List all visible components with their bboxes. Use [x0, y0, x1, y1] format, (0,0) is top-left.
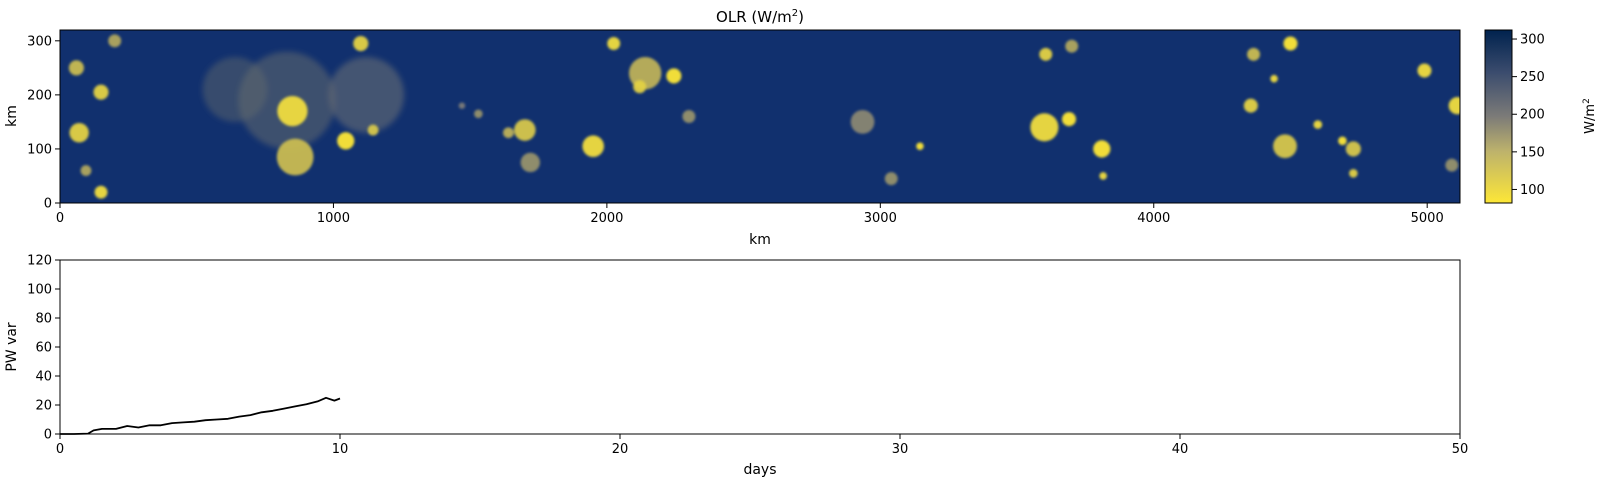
heatmap-title: OLR (W/m2) — [716, 8, 804, 26]
x-tick-label: 1000 — [317, 211, 350, 226]
x-tick-label: 50 — [1452, 442, 1469, 457]
heatmap-y-label: km — [4, 105, 20, 127]
heatmap-frame — [59, 29, 1461, 204]
x-tick-label: 30 — [892, 442, 909, 457]
convective-cell — [916, 142, 924, 151]
convective-cell — [1270, 74, 1278, 83]
line-x-label: days — [743, 462, 776, 478]
convective-cell — [1093, 140, 1111, 158]
x-tick-label: 40 — [1172, 442, 1189, 457]
y-tick-label: 20 — [35, 399, 52, 414]
x-tick-label: 0 — [56, 442, 64, 457]
y-tick-label: 200 — [27, 88, 52, 103]
y-tick-label: 120 — [27, 254, 52, 269]
convective-cell — [1283, 36, 1298, 51]
convective-cell — [503, 127, 514, 139]
convective-cell — [108, 34, 122, 48]
convective-cell — [1349, 168, 1358, 178]
line-series-group — [60, 396, 341, 435]
x-tick-label: 20 — [612, 442, 629, 457]
convective-cell — [1039, 47, 1053, 61]
convective-cell — [1445, 158, 1459, 172]
convective-cell — [277, 95, 308, 127]
convective-cell — [337, 132, 355, 150]
convective-cell — [1338, 136, 1347, 146]
convective-cell — [474, 109, 483, 119]
convective-cell — [1247, 47, 1261, 61]
line-y-axis: 0 20 40 60 80 100 120 — [27, 254, 60, 443]
y-tick-label: 100 — [27, 142, 52, 157]
colorbar-label: W/m2 — [1582, 98, 1598, 134]
convective-cell — [582, 135, 605, 158]
convective-cell — [682, 110, 696, 123]
colorbar-tick-label: 150 — [1520, 145, 1545, 160]
convective-cell — [1345, 141, 1361, 157]
colorbar-tick-label: 200 — [1520, 108, 1545, 123]
x-tick-label: 0 — [56, 211, 64, 226]
heatmap-x-axis: 0 1000 2000 3000 4000 5000 — [56, 203, 1444, 226]
colorbar: 100 150 200 250 300 W/m2 — [1484, 29, 1598, 204]
convective-cell — [68, 60, 84, 76]
convective-cell — [93, 84, 109, 100]
convective-cell — [1099, 172, 1107, 180]
convective-cell — [80, 165, 92, 176]
convective-cell — [328, 57, 405, 133]
olr-heatmap-panel: OLR (W/m2) 0 1000 2000 3000 4000 5000 0 100 200… — [4, 8, 1461, 248]
convective-cell — [69, 122, 89, 143]
x-tick-label: 3000 — [864, 211, 897, 226]
line-plot-frame — [59, 259, 1461, 435]
x-tick-label: 2000 — [590, 211, 623, 226]
convective-cell — [1448, 97, 1460, 115]
heatmap-x-label: km — [749, 232, 771, 248]
colorbar-gradient — [1485, 30, 1512, 203]
convective-cell — [884, 172, 898, 186]
convective-cell — [276, 138, 314, 176]
colorbar-ticks: 100 150 200 250 300 — [1512, 33, 1545, 198]
convective-cell — [458, 102, 466, 109]
convective-cell — [850, 110, 875, 134]
convective-cell — [666, 68, 682, 84]
y-tick-label: 60 — [35, 341, 52, 356]
convective-cell — [1273, 134, 1297, 159]
colorbar-frame — [1484, 29, 1513, 204]
convective-cell — [1065, 39, 1079, 53]
y-tick-label: 300 — [27, 34, 52, 49]
heatmap-y-axis: 0 100 200 300 — [27, 34, 60, 212]
colorbar-tick-label: 100 — [1520, 183, 1545, 198]
y-tick-label: 80 — [35, 312, 52, 327]
convective-cell — [1061, 112, 1077, 127]
pw-var-line — [60, 396, 341, 435]
y-tick-label: 0 — [44, 428, 52, 443]
convective-cell — [514, 119, 536, 141]
line-y-label: PW var — [4, 322, 20, 372]
y-tick-label: 0 — [44, 197, 52, 212]
colorbar-tick-label: 300 — [1520, 33, 1545, 48]
colorbar-tick-label: 250 — [1520, 70, 1545, 85]
y-tick-label: 100 — [27, 283, 52, 298]
x-tick-label: 5000 — [1411, 211, 1444, 226]
pw-var-panel: 0 10 20 30 40 50 0 20 40 60 80 100 120 days PW var — [4, 254, 1468, 479]
convective-cell — [1313, 120, 1323, 129]
y-tick-label: 40 — [35, 370, 52, 385]
convective-cell — [1417, 63, 1432, 78]
convective-cell — [367, 124, 379, 136]
convective-cell — [633, 80, 647, 94]
convective-cell — [1030, 113, 1059, 142]
convective-cell — [353, 35, 369, 52]
x-tick-label: 10 — [332, 442, 349, 457]
convective-cell — [520, 152, 541, 173]
line-x-axis: 0 10 20 30 40 50 — [56, 434, 1468, 457]
convective-cell — [607, 37, 621, 51]
convective-cell — [1243, 98, 1258, 113]
x-tick-label: 4000 — [1137, 211, 1170, 226]
convective-cell — [94, 185, 108, 199]
